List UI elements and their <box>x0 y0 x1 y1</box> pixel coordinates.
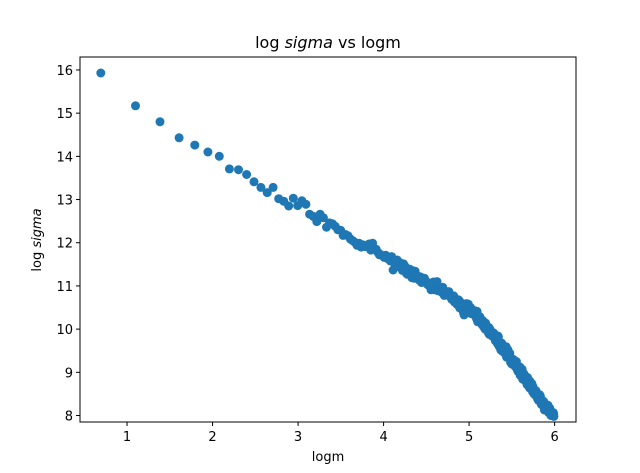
data-point <box>249 177 259 187</box>
data-points <box>96 68 559 421</box>
chart-title: log sigma vs logm <box>255 33 401 52</box>
data-point <box>224 164 234 174</box>
data-point <box>131 101 140 111</box>
x-tick-label: 6 <box>550 430 558 445</box>
y-tick-label: 12 <box>56 237 73 252</box>
y-tick-label: 15 <box>56 107 73 122</box>
data-point <box>203 147 213 157</box>
x-tick-label: 2 <box>208 430 216 445</box>
y-axis: 8 9 10 11 12 13 14 15 16 <box>56 64 80 425</box>
data-point <box>312 217 322 227</box>
x-tick-label: 3 <box>294 430 302 445</box>
data-point <box>262 188 272 198</box>
data-point <box>549 411 559 421</box>
x-tick-label: 4 <box>379 430 387 445</box>
x-axis: 1 2 3 4 5 6 <box>123 422 559 445</box>
y-tick-label: 9 <box>65 366 73 381</box>
x-axis-label: logm <box>312 450 344 465</box>
x-tick-label: 1 <box>123 430 131 445</box>
y-tick-label: 16 <box>56 64 73 79</box>
data-point <box>256 182 266 192</box>
data-point <box>242 170 252 179</box>
data-point <box>190 140 200 150</box>
data-point <box>288 193 298 203</box>
y-tick-label: 14 <box>56 150 73 165</box>
x-tick-label: 5 <box>465 430 473 445</box>
data-point <box>155 117 165 127</box>
data-point <box>214 151 224 161</box>
y-tick-label: 8 <box>65 410 73 425</box>
y-tick-label: 10 <box>56 323 73 338</box>
data-point <box>301 199 311 209</box>
data-point <box>284 201 294 211</box>
data-point <box>174 133 184 143</box>
y-tick-label: 13 <box>56 194 73 209</box>
data-point <box>318 213 328 223</box>
data-point <box>268 182 278 192</box>
data-point <box>234 165 243 175</box>
y-tick-label: 11 <box>56 280 73 295</box>
plot-area-frame <box>79 56 577 423</box>
y-axis-label: log sigma <box>30 208 45 271</box>
data-point <box>96 68 106 78</box>
